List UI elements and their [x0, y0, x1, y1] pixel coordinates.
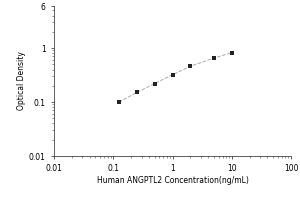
X-axis label: Human ANGPTL2 Concentration(ng/mL): Human ANGPTL2 Concentration(ng/mL) — [97, 176, 248, 185]
Y-axis label: Optical Density: Optical Density — [17, 52, 26, 110]
